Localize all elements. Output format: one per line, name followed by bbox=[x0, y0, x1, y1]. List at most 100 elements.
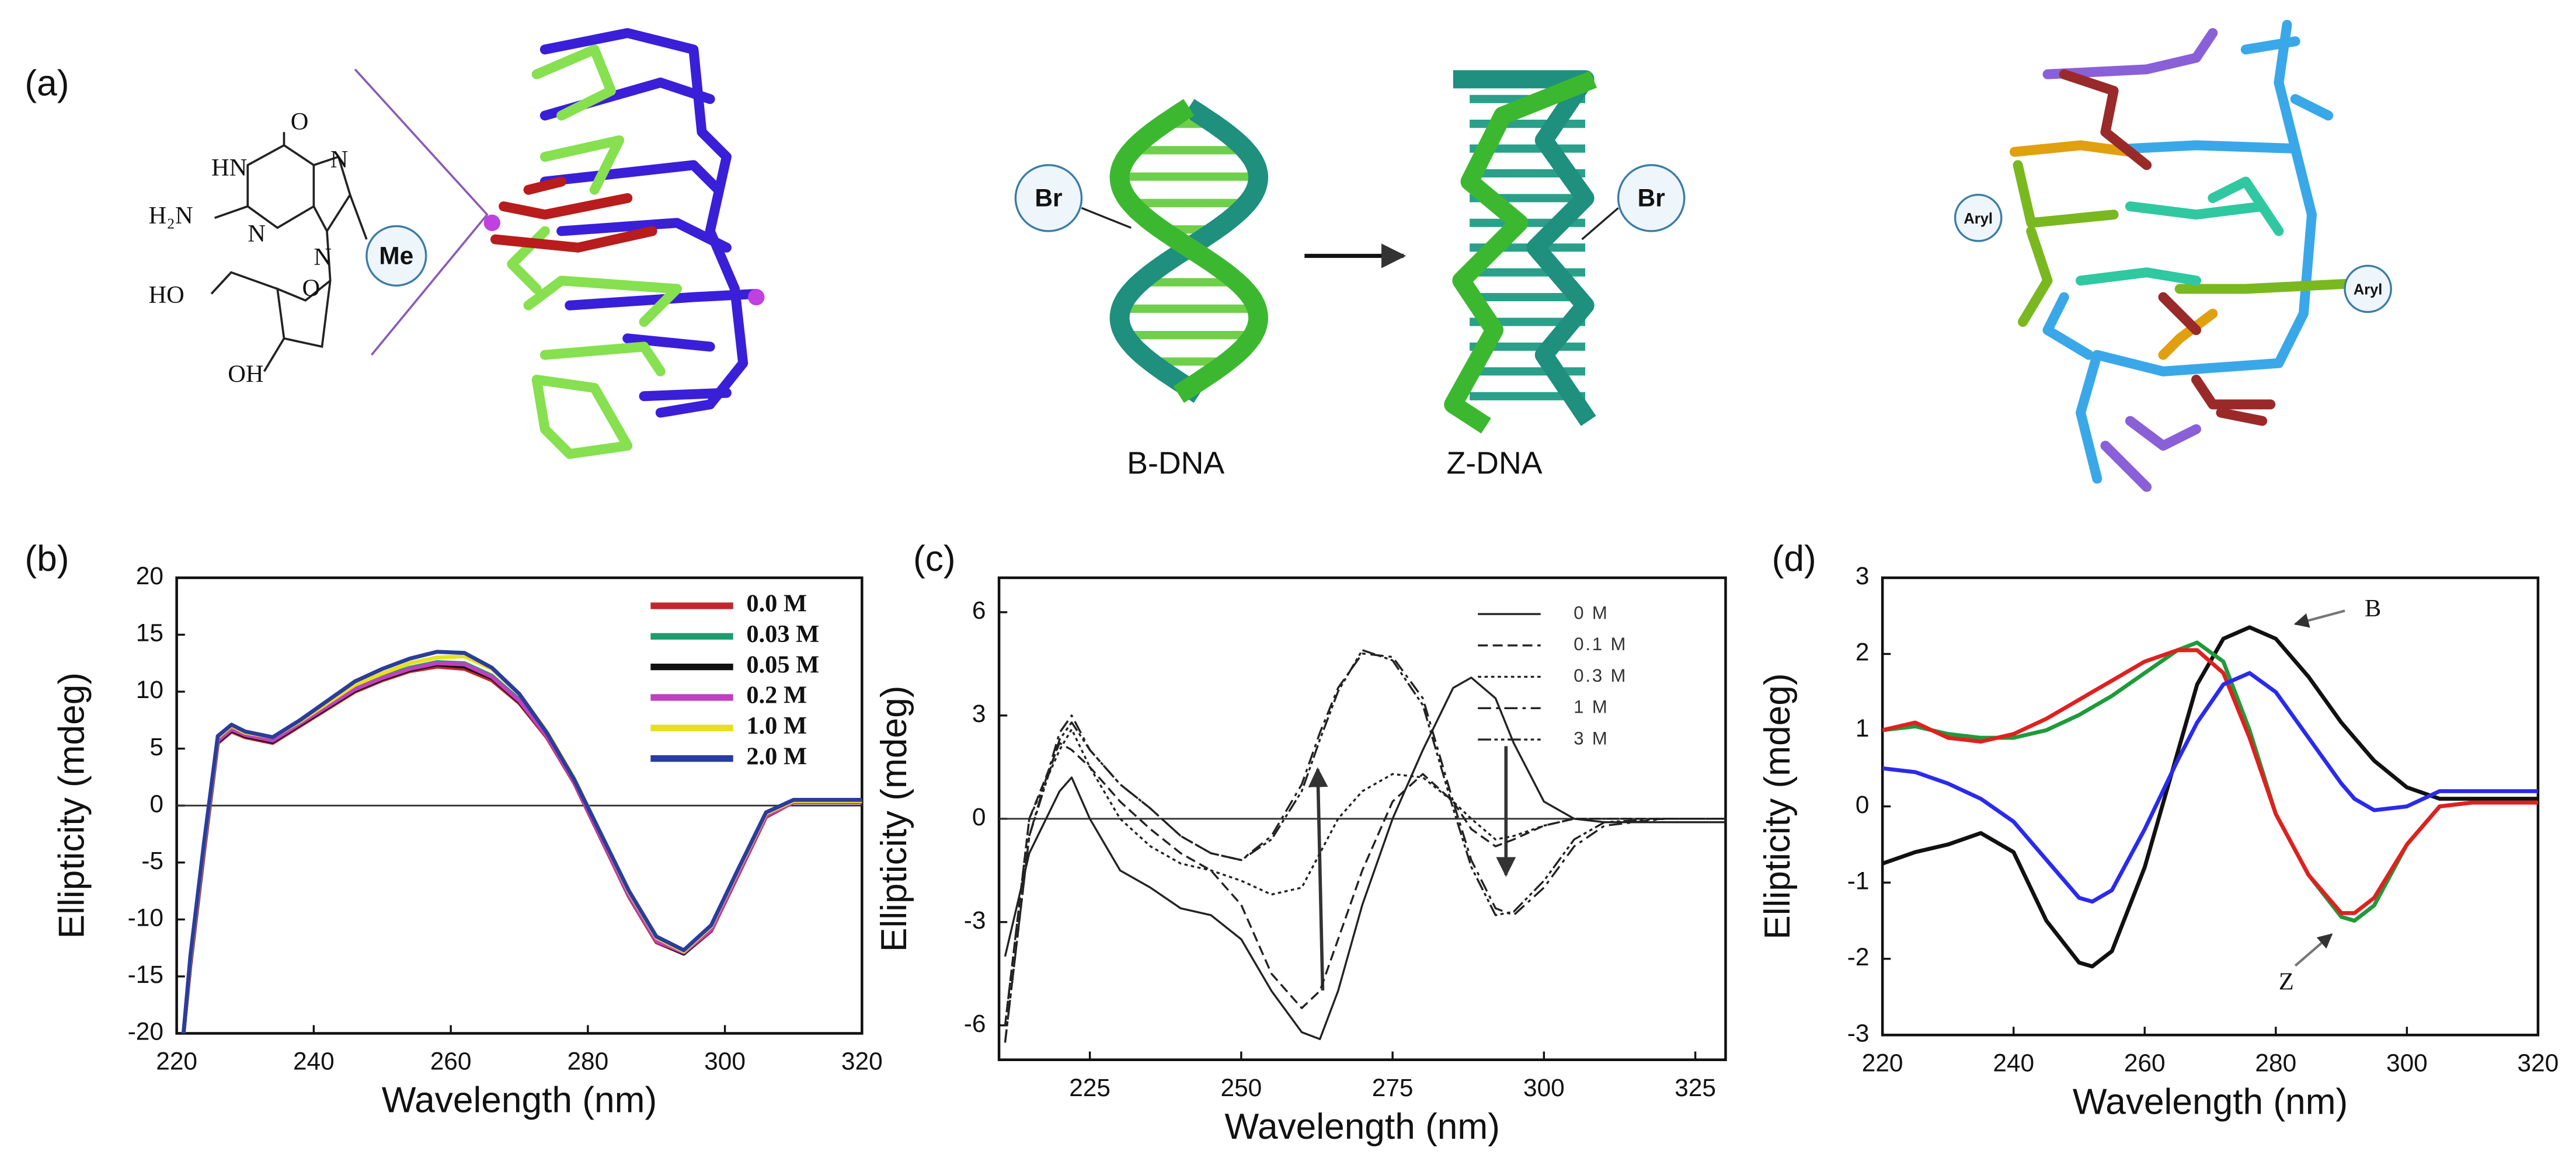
x-tick-label: 300 bbox=[1523, 1074, 1565, 1101]
y-tick-label: -15 bbox=[128, 961, 163, 988]
pointer bbox=[1081, 207, 1132, 229]
legend-label: 0.03 M bbox=[746, 620, 819, 648]
x-tick-label: 325 bbox=[1675, 1074, 1716, 1101]
y-tick-label: 10 bbox=[136, 676, 163, 703]
y-tick-label: 3 bbox=[1856, 562, 1870, 590]
y-tick-label: -6 bbox=[964, 1010, 986, 1037]
series-line bbox=[1004, 728, 1726, 1026]
y-tick-label: -10 bbox=[128, 904, 163, 932]
y-tick-label: 15 bbox=[136, 619, 163, 647]
stick-model bbox=[2009, 19, 2350, 492]
badge bbox=[1954, 194, 2003, 242]
x-axis-label: Wavelength (nm) bbox=[382, 1080, 657, 1121]
y-tick-label: -2 bbox=[1847, 943, 1870, 971]
series-line bbox=[1882, 625, 2538, 969]
helices bbox=[1109, 70, 1597, 434]
panel-label: (c) bbox=[913, 539, 956, 579]
series-line bbox=[181, 650, 862, 1034]
legend-label: 0.0 M bbox=[746, 590, 807, 618]
x-tick-label: 300 bbox=[704, 1048, 746, 1075]
strand bbox=[1109, 99, 1269, 403]
y-tick-label: 20 bbox=[136, 562, 163, 590]
badge bbox=[1617, 164, 1686, 232]
badge bbox=[2344, 264, 2392, 313]
x-tick-label: 240 bbox=[293, 1048, 335, 1075]
x-tick-label: 300 bbox=[2386, 1049, 2428, 1076]
legend-label: 3 M bbox=[1574, 728, 1609, 748]
atom: HO bbox=[149, 281, 185, 309]
series-line bbox=[1004, 676, 1726, 1041]
series-line bbox=[1004, 742, 1726, 1026]
y-axis-label: Ellipticity (mdeg) bbox=[874, 686, 914, 952]
y-axis-label: Ellipticity (mdeg) bbox=[52, 672, 92, 939]
atom: OH bbox=[228, 361, 263, 388]
y-tick-label: 0 bbox=[1856, 791, 1870, 818]
x-tick-label: 260 bbox=[2124, 1049, 2166, 1076]
pointer bbox=[1581, 207, 1619, 240]
series-line bbox=[1004, 649, 1726, 1043]
badge-label: Aryl bbox=[1964, 211, 1992, 227]
atom-dot bbox=[483, 214, 500, 231]
x-tick-label: 250 bbox=[1220, 1074, 1262, 1101]
y-tick-label: -1 bbox=[1847, 867, 1870, 894]
x-tick-label: 225 bbox=[1069, 1074, 1111, 1101]
x-tick-label: 280 bbox=[567, 1048, 608, 1075]
stick-model bbox=[483, 28, 765, 459]
y-axis-label: Ellipticity (mdeg) bbox=[1757, 673, 1798, 939]
legend-label: 0.1 M bbox=[1574, 634, 1627, 654]
panel-label: (a) bbox=[25, 64, 69, 104]
arrow bbox=[2293, 609, 2345, 628]
y-tick-label: 3 bbox=[972, 700, 986, 727]
x-axis-label: Wavelength (nm) bbox=[2073, 1082, 2348, 1122]
series-line bbox=[1882, 671, 2538, 904]
atom: N bbox=[330, 146, 349, 173]
atom: H₂N bbox=[149, 202, 193, 229]
badge bbox=[365, 225, 427, 287]
atom: HN bbox=[211, 154, 247, 182]
atom: N bbox=[248, 220, 266, 247]
y-tick-label: 0 bbox=[149, 790, 163, 817]
annotation: B bbox=[2365, 595, 2381, 622]
legend-label: 1.0 M bbox=[746, 712, 807, 740]
series-line bbox=[1882, 640, 2538, 923]
panel-label: (d) bbox=[1772, 539, 1816, 579]
y-tick-label: -20 bbox=[128, 1018, 163, 1045]
x-axis-label: Wavelength (nm) bbox=[1225, 1107, 1500, 1147]
x-tick-label: 260 bbox=[430, 1048, 472, 1075]
y-tick-label: 2 bbox=[1856, 639, 1870, 666]
legend-label: 0.3 M bbox=[1574, 665, 1627, 686]
strand bbox=[1444, 71, 1597, 434]
label: B-DNA bbox=[1127, 446, 1224, 481]
atom: O bbox=[302, 275, 321, 302]
x-tick-label: 240 bbox=[1993, 1049, 2034, 1076]
panel-label: (b) bbox=[25, 539, 69, 579]
x-tick-label: 220 bbox=[1862, 1049, 1903, 1076]
x-tick-label: 320 bbox=[841, 1048, 883, 1075]
y-tick-label: 0 bbox=[972, 803, 986, 831]
legend-label: 1 M bbox=[1574, 697, 1609, 717]
series-line bbox=[1004, 652, 1726, 1043]
badge-label: Aryl bbox=[2354, 281, 2382, 298]
atom-dot bbox=[748, 288, 765, 306]
y-tick-label: 5 bbox=[149, 733, 163, 761]
arrow bbox=[2294, 933, 2333, 967]
panel-a: (a) O HN H₂N N N N HO O OH Me bbox=[25, 19, 2392, 492]
label: Z-DNA bbox=[1446, 446, 1542, 481]
atom: O bbox=[291, 108, 309, 135]
x-tick-label: 220 bbox=[156, 1048, 197, 1075]
legend-label: 2.0 M bbox=[746, 742, 807, 770]
molecule bbox=[210, 132, 368, 372]
badge-label: Br bbox=[1638, 184, 1665, 211]
arrow bbox=[1308, 767, 1328, 990]
x-tick-label: 275 bbox=[1372, 1074, 1414, 1101]
y-tick-label: -3 bbox=[964, 906, 986, 934]
badge-label: Me bbox=[379, 242, 413, 269]
y-tick-label: -5 bbox=[141, 847, 163, 874]
legend-label: 0.05 M bbox=[746, 651, 819, 678]
x-tick-label: 320 bbox=[2518, 1049, 2559, 1076]
badge bbox=[1014, 164, 1083, 232]
x-tick-label: 280 bbox=[2255, 1049, 2296, 1076]
series-line bbox=[1882, 648, 2538, 915]
badge-label: Br bbox=[1035, 184, 1062, 211]
